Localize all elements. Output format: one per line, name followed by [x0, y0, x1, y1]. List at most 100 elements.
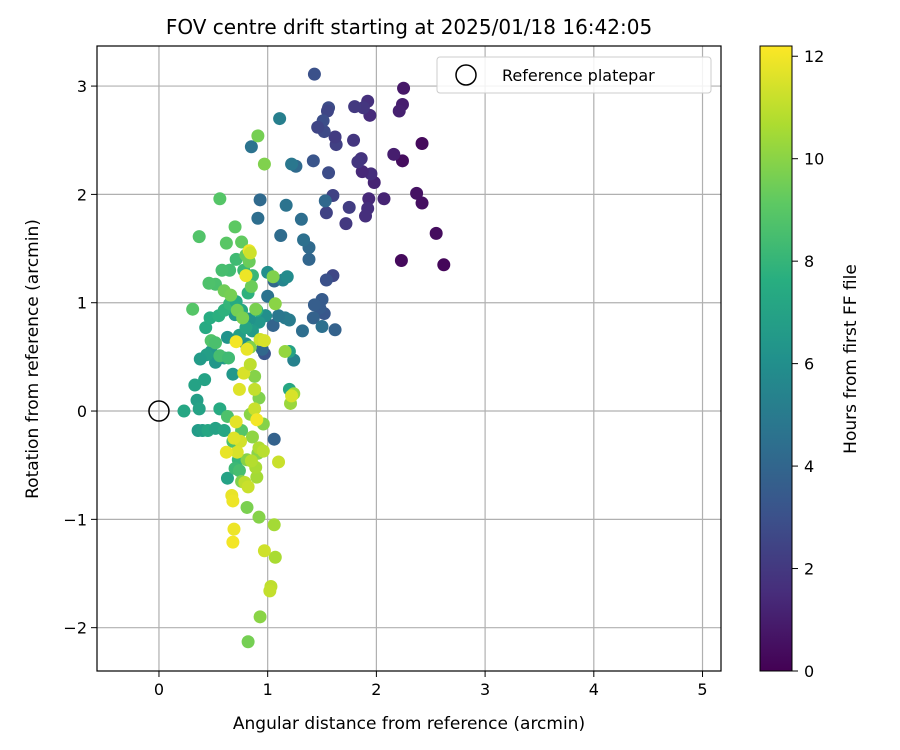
data-point — [226, 535, 240, 549]
data-point — [285, 157, 299, 171]
data-point — [266, 318, 280, 332]
data-point — [229, 335, 243, 349]
data-point — [248, 402, 262, 416]
data-point — [250, 413, 264, 427]
data-point — [239, 269, 253, 283]
data-point — [236, 311, 250, 325]
data-point — [268, 297, 282, 311]
data-point — [220, 471, 234, 485]
data-point — [219, 236, 233, 250]
data-point — [355, 165, 369, 179]
data-point — [244, 140, 258, 154]
y-tick-label: −2 — [63, 619, 87, 638]
colorbar-tick-label: 8 — [804, 252, 814, 271]
reference-point-marker — [148, 400, 170, 422]
data-point — [253, 193, 267, 207]
data-point — [257, 334, 271, 348]
data-point — [235, 235, 249, 249]
data-point — [268, 550, 282, 564]
data-point — [256, 444, 270, 458]
data-point — [306, 154, 320, 168]
data-point — [243, 246, 257, 260]
colorbar-tick-label: 6 — [804, 355, 814, 374]
data-point — [192, 230, 206, 244]
data-point — [250, 470, 264, 484]
data-point — [186, 302, 200, 316]
data-point — [311, 120, 325, 134]
data-point — [252, 510, 266, 524]
data-point — [249, 302, 263, 316]
data-point — [227, 522, 241, 536]
legend-box — [436, 56, 712, 94]
data-point — [251, 211, 265, 225]
data-point — [315, 320, 329, 334]
data-point — [295, 324, 309, 338]
x-tick-label: 2 — [371, 680, 381, 699]
colorbar-tick-label: 10 — [804, 150, 824, 169]
data-point — [243, 357, 257, 371]
data-point — [318, 194, 332, 208]
data-point — [251, 129, 265, 143]
data-point — [279, 198, 293, 212]
legend-marker-icon — [455, 64, 477, 86]
x-axis-label: Angular distance from reference (arcmin) — [233, 714, 585, 734]
data-point — [273, 112, 287, 126]
y-axis-label: Rotation from reference (arcmin) — [23, 219, 43, 499]
x-tick-label: 3 — [480, 680, 490, 699]
data-point — [362, 192, 376, 206]
data-point — [226, 494, 240, 508]
data-point — [241, 635, 255, 649]
data-point — [339, 217, 353, 231]
data-point — [248, 382, 262, 396]
y-tick-label: 0 — [77, 402, 87, 421]
y-axis-ticks: −2 −1 0 1 2 3 — [63, 77, 97, 638]
data-point — [241, 480, 255, 494]
x-tick-label: 4 — [589, 680, 599, 699]
y-tick-label: 2 — [77, 185, 87, 204]
data-point — [307, 67, 321, 81]
data-point — [392, 104, 406, 118]
data-point — [199, 321, 213, 335]
data-point — [229, 252, 243, 266]
data-point — [348, 100, 362, 114]
data-point — [306, 311, 320, 325]
colorbar: 0 2 4 6 8 10 12 Hours from first FF file — [759, 45, 861, 681]
data-point — [228, 220, 242, 234]
data-point — [202, 276, 216, 290]
data-point — [253, 610, 267, 624]
data-point — [217, 424, 231, 438]
data-point — [177, 404, 191, 418]
data-point — [294, 212, 308, 226]
data-point — [263, 584, 277, 598]
data-point — [415, 196, 429, 210]
data-point — [267, 518, 281, 532]
plot-frame — [96, 45, 722, 672]
x-tick-label: 5 — [697, 680, 707, 699]
x-tick-label: 0 — [154, 680, 164, 699]
colorbar-tick-label: 12 — [804, 47, 824, 66]
x-axis-ticks: 0 1 2 3 4 5 — [154, 671, 708, 699]
data-point — [215, 263, 229, 277]
data-point — [208, 336, 222, 350]
data-point — [222, 351, 236, 365]
y-tick-label: −1 — [63, 510, 87, 529]
data-point — [245, 430, 259, 444]
data-point — [244, 279, 258, 293]
colorbar-tick-label: 0 — [804, 662, 814, 681]
colorbar-tick-label: 2 — [804, 560, 814, 579]
data-point — [198, 373, 212, 387]
data-point — [285, 389, 299, 403]
chart-title: FOV centre drift starting at 2025/01/18 … — [166, 15, 652, 39]
x-tick-label: 1 — [263, 680, 273, 699]
data-point — [297, 233, 311, 247]
legend: Reference platepar — [436, 56, 712, 94]
data-point — [226, 367, 240, 381]
data-point — [278, 344, 292, 358]
data-point — [307, 298, 321, 312]
grid-lines — [97, 46, 721, 671]
data-point — [394, 253, 408, 267]
data-points — [177, 67, 451, 649]
data-point — [224, 288, 238, 302]
data-point — [257, 544, 271, 558]
